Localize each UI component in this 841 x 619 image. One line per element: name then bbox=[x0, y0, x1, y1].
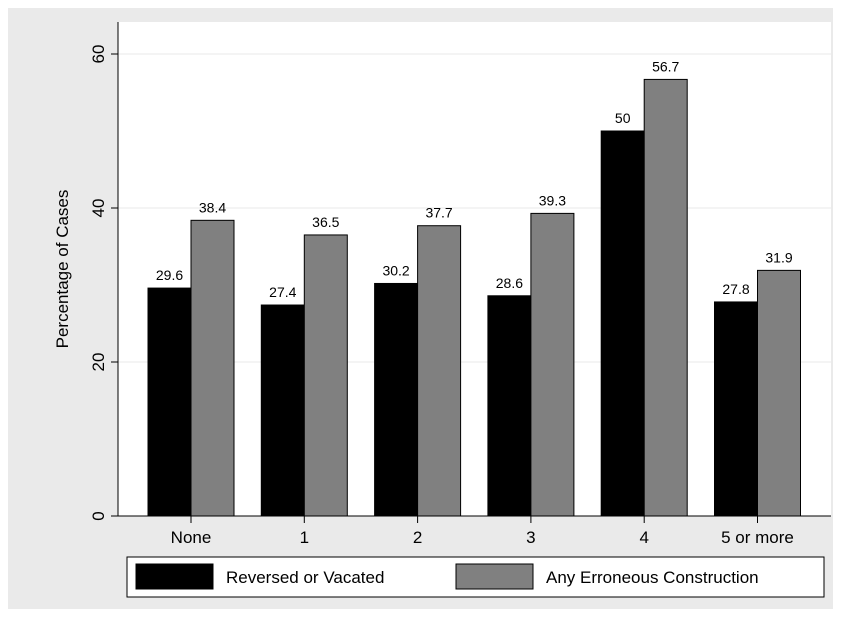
data-label: 38.4 bbox=[199, 199, 226, 215]
bar-any-erroneous-construction bbox=[303, 234, 348, 517]
bar-any-erroneous-construction bbox=[530, 212, 575, 517]
bar-any-erroneous-construction bbox=[417, 225, 462, 517]
bars bbox=[147, 78, 801, 517]
data-label: 37.7 bbox=[425, 205, 452, 221]
data-label: 30.2 bbox=[382, 262, 409, 278]
bar-reversed-or-vacated bbox=[600, 130, 645, 517]
data-label: 29.6 bbox=[156, 267, 183, 283]
bar-reversed-or-vacated bbox=[714, 301, 758, 517]
bar-reversed-or-vacated bbox=[374, 282, 419, 517]
x-axis-ticks: None 1 2 3 4 5 or more bbox=[171, 516, 794, 547]
data-labels: 29.6 38.4 27.4 36.5 30.2 37.7 28.6 39.3 50 56.7 27… bbox=[156, 58, 793, 300]
y-tick-label: 20 bbox=[89, 353, 108, 372]
x-tick-label: None bbox=[171, 528, 212, 547]
data-label: 31.9 bbox=[765, 249, 792, 265]
bar-any-erroneous-construction bbox=[757, 269, 801, 517]
bar-reversed-or-vacated bbox=[487, 295, 532, 517]
x-tick-label: 4 bbox=[639, 528, 648, 547]
data-label: 50 bbox=[615, 110, 631, 126]
legend-swatch-reversed-or-vacated bbox=[135, 563, 214, 590]
y-axis-title: Percentage of Cases bbox=[53, 190, 72, 349]
y-tick-label: 0 bbox=[89, 511, 108, 520]
data-label: 39.3 bbox=[539, 192, 566, 208]
data-label: 27.8 bbox=[722, 281, 749, 297]
bar-any-erroneous-construction bbox=[190, 219, 235, 517]
grid-lines bbox=[118, 53, 831, 363]
data-label: 56.7 bbox=[652, 58, 679, 74]
data-label: 36.5 bbox=[312, 214, 339, 230]
x-tick-label: 2 bbox=[413, 528, 422, 547]
legend-label-any-erroneous-construction: Any Erroneous Construction bbox=[546, 568, 759, 587]
x-tick-label: 3 bbox=[526, 528, 535, 547]
plot-area bbox=[118, 22, 831, 516]
y-axis-ticks: 0 20 40 60 bbox=[89, 45, 118, 521]
legend: Reversed or Vacated Any Erroneous Constru… bbox=[126, 556, 825, 598]
x-tick-label: 1 bbox=[300, 528, 309, 547]
y-tick-label: 40 bbox=[89, 199, 108, 218]
data-label: 28.6 bbox=[496, 275, 523, 291]
legend-items: Reversed or Vacated Any Erroneous Constru… bbox=[135, 563, 759, 590]
data-label: 27.4 bbox=[269, 284, 296, 300]
x-tick-label: 5 or more bbox=[721, 528, 794, 547]
bar-reversed-or-vacated bbox=[147, 287, 192, 517]
legend-swatch-any-erroneous-construction bbox=[455, 563, 534, 590]
bar-reversed-or-vacated bbox=[260, 304, 305, 517]
y-tick-label: 60 bbox=[89, 45, 108, 64]
legend-label-reversed-or-vacated: Reversed or Vacated bbox=[226, 568, 384, 587]
bar-any-erroneous-construction bbox=[643, 78, 688, 517]
